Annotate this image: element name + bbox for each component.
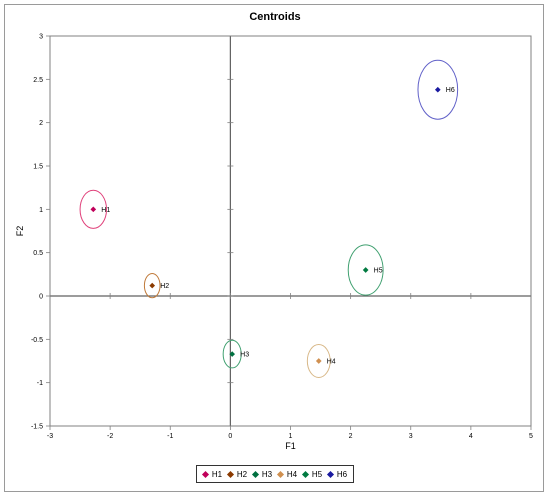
legend-marker-h5 (301, 470, 309, 478)
centroid-point-h6 (434, 86, 441, 93)
x-tick-label: 4 (469, 433, 473, 440)
confidence-ellipse-h2 (143, 272, 161, 299)
legend-item-h6: H6 (326, 469, 348, 479)
legend-label-h4: H4 (286, 469, 298, 479)
x-axis-label: F1 (285, 441, 296, 451)
x-tick-label: -2 (107, 433, 113, 440)
plot-border (49, 35, 532, 427)
point-label-h6: H6 (446, 87, 455, 94)
legend-item-h5: H5 (301, 469, 323, 479)
confidence-ellipse-h5 (347, 244, 384, 296)
x-tick-label: 0 (228, 433, 232, 440)
centroid-point-h1 (90, 206, 97, 213)
confidence-ellipse-h1 (79, 189, 108, 229)
centroid-point-h5 (362, 267, 369, 273)
y-tick-label: 3 (39, 34, 43, 41)
point-label-h3: H3 (240, 352, 249, 359)
y-tick-label: -0.5 (31, 337, 43, 344)
legend-label-h1: H1 (211, 469, 223, 479)
point-label-h4: H4 (327, 359, 336, 366)
x-tick-label: -3 (47, 433, 53, 440)
point-label-h5: H5 (374, 268, 383, 275)
centroid-point-h2 (149, 282, 156, 289)
centroid-point-h3 (229, 351, 236, 357)
legend-label-h2: H2 (236, 469, 248, 479)
x-tick-label: 3 (409, 433, 413, 440)
y-tick-label: 2.5 (33, 77, 43, 84)
legend-label-h5: H5 (311, 469, 323, 479)
x-tick-label: -1 (167, 433, 173, 440)
y-tick-label: -1 (37, 380, 43, 387)
legend: H1 H2 H3 H4 H5 H6 (196, 465, 354, 483)
y-tick-label: 0.5 (33, 250, 43, 257)
confidence-ellipse-h3 (222, 339, 242, 369)
y-axis-label: F2 (15, 226, 25, 237)
legend-marker-h2 (226, 470, 234, 478)
point-label-h2: H2 (160, 283, 169, 290)
x-tick-label: 5 (529, 433, 533, 440)
legend-item-h3: H3 (251, 469, 273, 479)
legend-item-h4: H4 (276, 469, 298, 479)
legend-label-h6: H6 (336, 469, 348, 479)
confidence-ellipse-h4 (306, 344, 331, 378)
y-tick-label: 1 (39, 207, 43, 214)
point-label-h1: H1 (101, 207, 110, 214)
legend-label-h3: H3 (261, 469, 273, 479)
centroid-point-h4 (315, 358, 322, 364)
legend-marker-h3 (251, 470, 259, 478)
legend-marker-h1 (201, 470, 209, 478)
x-tick-label: 1 (289, 433, 293, 440)
y-tick-label: 0 (39, 294, 43, 301)
y-tick-label: -1.5 (31, 424, 43, 431)
legend-marker-h4 (276, 470, 284, 478)
y-tick-label: 1.5 (33, 164, 43, 171)
chart-frame (4, 4, 544, 492)
legend-marker-h6 (326, 470, 334, 478)
chart-title: Centroids (249, 11, 301, 23)
y-tick-label: 2 (39, 120, 43, 127)
plot-area: -3 -2 -1 0 1 2 3 4 5 -1.5 -1 -0.5 0 0.5 1 1.5 2 2.5 3 H1 H2 H… (31, 34, 533, 441)
legend-item-h2: H2 (226, 469, 248, 479)
confidence-ellipse-h6 (417, 59, 459, 120)
x-tick-label: 2 (349, 433, 353, 440)
legend-item-h1: H1 (201, 469, 223, 479)
